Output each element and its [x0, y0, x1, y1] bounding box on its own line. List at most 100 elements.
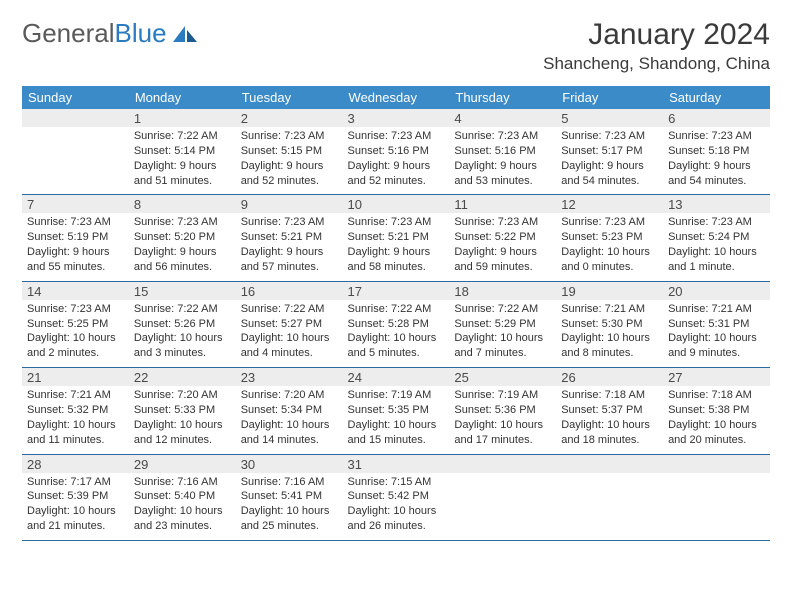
logo-sail-icon — [171, 24, 199, 44]
day-number: 23 — [236, 368, 343, 386]
day-content — [449, 473, 556, 533]
calendar-cell: 21Sunrise: 7:21 AMSunset: 5:32 PMDayligh… — [22, 368, 129, 454]
page-title: January 2024 — [543, 18, 770, 52]
calendar-cell: 22Sunrise: 7:20 AMSunset: 5:33 PMDayligh… — [129, 368, 236, 454]
day-content: Sunrise: 7:17 AMSunset: 5:39 PMDaylight:… — [22, 473, 129, 540]
day-number: 15 — [129, 282, 236, 300]
calendar-cell — [449, 454, 556, 540]
day-number: 21 — [22, 368, 129, 386]
day-content: Sunrise: 7:23 AMSunset: 5:23 PMDaylight:… — [556, 213, 663, 280]
day-number: 6 — [663, 109, 770, 127]
day-content: Sunrise: 7:16 AMSunset: 5:40 PMDaylight:… — [129, 473, 236, 540]
day-content — [556, 473, 663, 533]
calendar-cell: 8Sunrise: 7:23 AMSunset: 5:20 PMDaylight… — [129, 195, 236, 281]
day-number: 13 — [663, 195, 770, 213]
title-block: January 2024 Shancheng, Shandong, China — [543, 18, 770, 74]
day-content: Sunrise: 7:22 AMSunset: 5:29 PMDaylight:… — [449, 300, 556, 367]
day-number: 9 — [236, 195, 343, 213]
day-number: 24 — [343, 368, 450, 386]
calendar-cell — [22, 109, 129, 195]
day-number: 3 — [343, 109, 450, 127]
day-content: Sunrise: 7:23 AMSunset: 5:21 PMDaylight:… — [236, 213, 343, 280]
calendar-cell: 30Sunrise: 7:16 AMSunset: 5:41 PMDayligh… — [236, 454, 343, 540]
calendar-cell: 20Sunrise: 7:21 AMSunset: 5:31 PMDayligh… — [663, 281, 770, 367]
calendar-cell: 12Sunrise: 7:23 AMSunset: 5:23 PMDayligh… — [556, 195, 663, 281]
calendar-row: 21Sunrise: 7:21 AMSunset: 5:32 PMDayligh… — [22, 368, 770, 454]
weekday-header: Saturday — [663, 86, 770, 109]
calendar-cell: 19Sunrise: 7:21 AMSunset: 5:30 PMDayligh… — [556, 281, 663, 367]
calendar-cell: 18Sunrise: 7:22 AMSunset: 5:29 PMDayligh… — [449, 281, 556, 367]
calendar-body: 1Sunrise: 7:22 AMSunset: 5:14 PMDaylight… — [22, 109, 770, 540]
calendar-cell — [556, 454, 663, 540]
calendar-cell: 3Sunrise: 7:23 AMSunset: 5:16 PMDaylight… — [343, 109, 450, 195]
weekday-header-row: Sunday Monday Tuesday Wednesday Thursday… — [22, 86, 770, 109]
day-number: 22 — [129, 368, 236, 386]
day-content: Sunrise: 7:23 AMSunset: 5:16 PMDaylight:… — [343, 127, 450, 194]
day-content: Sunrise: 7:18 AMSunset: 5:38 PMDaylight:… — [663, 386, 770, 453]
day-number: 30 — [236, 455, 343, 473]
day-content: Sunrise: 7:15 AMSunset: 5:42 PMDaylight:… — [343, 473, 450, 540]
calendar-cell: 25Sunrise: 7:19 AMSunset: 5:36 PMDayligh… — [449, 368, 556, 454]
day-number: 10 — [343, 195, 450, 213]
day-number — [663, 455, 770, 473]
day-content: Sunrise: 7:21 AMSunset: 5:31 PMDaylight:… — [663, 300, 770, 367]
day-number — [22, 109, 129, 127]
day-number: 14 — [22, 282, 129, 300]
calendar-row: 1Sunrise: 7:22 AMSunset: 5:14 PMDaylight… — [22, 109, 770, 195]
logo-text-blue: Blue — [115, 18, 167, 49]
day-content: Sunrise: 7:23 AMSunset: 5:24 PMDaylight:… — [663, 213, 770, 280]
day-content: Sunrise: 7:21 AMSunset: 5:32 PMDaylight:… — [22, 386, 129, 453]
day-number: 18 — [449, 282, 556, 300]
calendar-table: Sunday Monday Tuesday Wednesday Thursday… — [22, 86, 770, 541]
day-number: 25 — [449, 368, 556, 386]
day-number: 11 — [449, 195, 556, 213]
calendar-cell: 13Sunrise: 7:23 AMSunset: 5:24 PMDayligh… — [663, 195, 770, 281]
weekday-header: Wednesday — [343, 86, 450, 109]
day-number: 7 — [22, 195, 129, 213]
calendar-cell — [663, 454, 770, 540]
calendar-cell: 27Sunrise: 7:18 AMSunset: 5:38 PMDayligh… — [663, 368, 770, 454]
day-content: Sunrise: 7:23 AMSunset: 5:16 PMDaylight:… — [449, 127, 556, 194]
weekday-header: Sunday — [22, 86, 129, 109]
calendar-cell: 17Sunrise: 7:22 AMSunset: 5:28 PMDayligh… — [343, 281, 450, 367]
weekday-header: Monday — [129, 86, 236, 109]
calendar-cell: 7Sunrise: 7:23 AMSunset: 5:19 PMDaylight… — [22, 195, 129, 281]
calendar-cell: 26Sunrise: 7:18 AMSunset: 5:37 PMDayligh… — [556, 368, 663, 454]
day-content: Sunrise: 7:22 AMSunset: 5:28 PMDaylight:… — [343, 300, 450, 367]
day-number: 19 — [556, 282, 663, 300]
calendar-cell: 6Sunrise: 7:23 AMSunset: 5:18 PMDaylight… — [663, 109, 770, 195]
day-number: 31 — [343, 455, 450, 473]
calendar-cell: 15Sunrise: 7:22 AMSunset: 5:26 PMDayligh… — [129, 281, 236, 367]
calendar-cell: 29Sunrise: 7:16 AMSunset: 5:40 PMDayligh… — [129, 454, 236, 540]
day-number: 5 — [556, 109, 663, 127]
day-number: 2 — [236, 109, 343, 127]
day-number: 27 — [663, 368, 770, 386]
day-content: Sunrise: 7:23 AMSunset: 5:21 PMDaylight:… — [343, 213, 450, 280]
day-number: 1 — [129, 109, 236, 127]
calendar-cell: 1Sunrise: 7:22 AMSunset: 5:14 PMDaylight… — [129, 109, 236, 195]
day-content — [663, 473, 770, 533]
day-number: 4 — [449, 109, 556, 127]
day-content: Sunrise: 7:23 AMSunset: 5:25 PMDaylight:… — [22, 300, 129, 367]
day-content: Sunrise: 7:16 AMSunset: 5:41 PMDaylight:… — [236, 473, 343, 540]
day-content: Sunrise: 7:23 AMSunset: 5:22 PMDaylight:… — [449, 213, 556, 280]
logo: GeneralBlue — [22, 18, 199, 49]
day-content: Sunrise: 7:23 AMSunset: 5:19 PMDaylight:… — [22, 213, 129, 280]
calendar-row: 14Sunrise: 7:23 AMSunset: 5:25 PMDayligh… — [22, 281, 770, 367]
day-content: Sunrise: 7:23 AMSunset: 5:15 PMDaylight:… — [236, 127, 343, 194]
calendar-row: 28Sunrise: 7:17 AMSunset: 5:39 PMDayligh… — [22, 454, 770, 540]
day-content: Sunrise: 7:19 AMSunset: 5:35 PMDaylight:… — [343, 386, 450, 453]
logo-text-gray: General — [22, 18, 115, 49]
day-number: 12 — [556, 195, 663, 213]
day-content — [22, 127, 129, 187]
calendar-cell: 16Sunrise: 7:22 AMSunset: 5:27 PMDayligh… — [236, 281, 343, 367]
day-content: Sunrise: 7:23 AMSunset: 5:20 PMDaylight:… — [129, 213, 236, 280]
day-number — [556, 455, 663, 473]
day-number: 26 — [556, 368, 663, 386]
calendar-cell: 14Sunrise: 7:23 AMSunset: 5:25 PMDayligh… — [22, 281, 129, 367]
location: Shancheng, Shandong, China — [543, 54, 770, 74]
day-content: Sunrise: 7:23 AMSunset: 5:18 PMDaylight:… — [663, 127, 770, 194]
day-content: Sunrise: 7:22 AMSunset: 5:26 PMDaylight:… — [129, 300, 236, 367]
header: GeneralBlue January 2024 Shancheng, Shan… — [22, 18, 770, 74]
day-number: 8 — [129, 195, 236, 213]
